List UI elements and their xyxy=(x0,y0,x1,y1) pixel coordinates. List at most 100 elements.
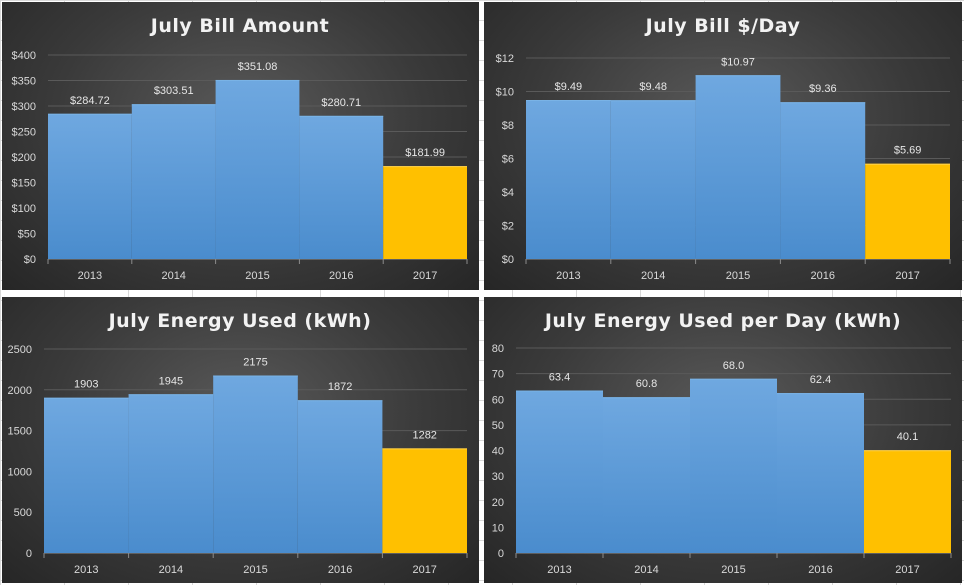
y-tick-label: 0 xyxy=(498,548,504,560)
x-tick-label: 2015 xyxy=(721,564,745,576)
bar-2015 xyxy=(695,75,781,259)
bar-2016 xyxy=(297,400,383,553)
y-tick-label: 70 xyxy=(492,369,504,381)
y-tick-label: 40 xyxy=(492,446,504,458)
bar-2016 xyxy=(299,115,384,260)
y-tick-label: $12 xyxy=(496,53,514,65)
data-label: $9.49 xyxy=(555,81,583,93)
data-label: 1872 xyxy=(328,381,352,393)
x-tick-label: 2014 xyxy=(641,270,665,282)
x-tick-label: 2017 xyxy=(412,564,436,576)
data-label: 1945 xyxy=(159,375,183,387)
y-tick-label: 1500 xyxy=(8,426,32,438)
x-tick-label: 2014 xyxy=(159,564,183,576)
bar-2014 xyxy=(603,397,690,553)
chart-title: July Energy Used (kWh) xyxy=(107,310,372,332)
y-tick-label: 50 xyxy=(492,420,504,432)
x-tick-label: 2016 xyxy=(328,564,352,576)
y-tick-label: $0 xyxy=(502,254,514,266)
y-tick-label: $8 xyxy=(502,120,514,132)
data-label: 2175 xyxy=(243,357,267,369)
y-tick-label: 0 xyxy=(26,548,32,560)
y-tick-label: $0 xyxy=(24,254,36,266)
y-tick-label: 60 xyxy=(492,394,504,406)
y-tick-label: 500 xyxy=(14,507,32,519)
chart-july-bill-amount[interactable]: July Bill Amount $0 $50 $100 $150 $200 $250 $3… xyxy=(2,2,479,290)
y-tick-label: $200 xyxy=(12,152,36,164)
x-tick-label: 2014 xyxy=(161,270,185,282)
data-label: $284.72 xyxy=(70,95,110,107)
y-tick-label: $4 xyxy=(502,187,514,199)
bar-2015 xyxy=(213,375,298,553)
bar-2015 xyxy=(690,378,777,553)
bar-2017 xyxy=(864,450,951,553)
data-label: $9.36 xyxy=(809,83,837,95)
chart-svg: July Energy Used per Day (kWh) 0 10 20 30 40… xyxy=(492,310,952,576)
chart-title: July Bill $/Day xyxy=(644,15,801,37)
x-tick-label: 2014 xyxy=(634,564,658,576)
data-label: $351.08 xyxy=(238,61,278,73)
x-tick-label: 2013 xyxy=(547,564,571,576)
bar-2013 xyxy=(48,113,132,259)
y-tick-label: $50 xyxy=(18,229,36,241)
bar-2016 xyxy=(777,393,864,553)
data-label: 62.4 xyxy=(810,374,831,386)
chart-july-energy-used[interactable]: July Energy Used (kWh) 0 500 1000 1500 2000 2… xyxy=(2,297,479,583)
data-label: 1903 xyxy=(74,379,98,391)
y-tick-label: 30 xyxy=(492,471,504,483)
chart-july-energy-used-per-day[interactable]: July Energy Used per Day (kWh) 0 10 20 30 40… xyxy=(484,297,962,583)
y-tick-label: $6 xyxy=(502,154,514,166)
x-tick-label: 2016 xyxy=(811,270,835,282)
data-label: 60.8 xyxy=(636,378,657,390)
data-label: 40.1 xyxy=(897,431,918,443)
bar-2013 xyxy=(526,100,611,259)
chart-title: July Energy Used per Day (kWh) xyxy=(543,310,901,332)
chart-svg: July Energy Used (kWh) 0 500 1000 1500 2000 2… xyxy=(8,310,468,576)
y-tick-label: 10 xyxy=(492,522,504,534)
x-tick-label: 2013 xyxy=(74,564,98,576)
bar-2014 xyxy=(610,100,696,260)
bar-2017 xyxy=(383,166,467,259)
x-tick-label: 2016 xyxy=(329,270,353,282)
y-tick-label: 20 xyxy=(492,497,504,509)
y-tick-label: $300 xyxy=(12,101,36,113)
chart-svg: July Bill $/Day $0 $2 $4 $6 $8 $10 $12 $9.49 201… xyxy=(496,15,951,282)
y-tick-label: 1000 xyxy=(8,466,32,478)
data-label: $303.51 xyxy=(154,85,194,97)
data-label: 1282 xyxy=(412,429,436,441)
x-tick-label: 2017 xyxy=(895,270,919,282)
y-tick-label: $250 xyxy=(12,127,36,139)
y-tick-label: $350 xyxy=(12,76,36,88)
data-label: $10.97 xyxy=(721,56,755,68)
x-tick-label: 2017 xyxy=(413,270,437,282)
chart-july-bill-per-day[interactable]: July Bill $/Day $0 $2 $4 $6 $8 $10 $12 $9.49 201… xyxy=(484,2,962,290)
bar-2015 xyxy=(215,79,300,259)
bar-2014 xyxy=(128,394,214,553)
bar-2017 xyxy=(865,163,950,259)
y-tick-label: 2500 xyxy=(8,344,32,356)
bar-2013 xyxy=(516,390,603,553)
data-label: $9.48 xyxy=(639,81,667,93)
y-tick-label: $150 xyxy=(12,178,36,190)
data-label: 63.4 xyxy=(549,372,570,384)
y-tick-label: $10 xyxy=(496,87,514,99)
x-tick-label: 2013 xyxy=(78,270,102,282)
x-tick-label: 2017 xyxy=(895,564,919,576)
bar-2014 xyxy=(131,104,216,259)
y-tick-label: $100 xyxy=(12,203,36,215)
y-tick-label: 2000 xyxy=(8,385,32,397)
x-tick-label: 2015 xyxy=(726,270,750,282)
bar-2016 xyxy=(780,102,866,259)
y-tick-label: 80 xyxy=(492,343,504,355)
data-label: $5.69 xyxy=(894,145,922,157)
chart-svg: July Bill Amount $0 $50 $100 $150 $200 $250 $3… xyxy=(12,15,468,282)
data-label: $280.71 xyxy=(321,97,361,109)
x-tick-label: 2015 xyxy=(245,270,269,282)
bar-2017 xyxy=(382,448,467,553)
data-label: $181.99 xyxy=(405,147,445,159)
chart-title: July Bill Amount xyxy=(149,15,329,37)
data-label: 68.0 xyxy=(723,360,744,372)
x-tick-label: 2013 xyxy=(556,270,580,282)
y-tick-label: $2 xyxy=(502,221,514,233)
x-tick-label: 2015 xyxy=(243,564,267,576)
